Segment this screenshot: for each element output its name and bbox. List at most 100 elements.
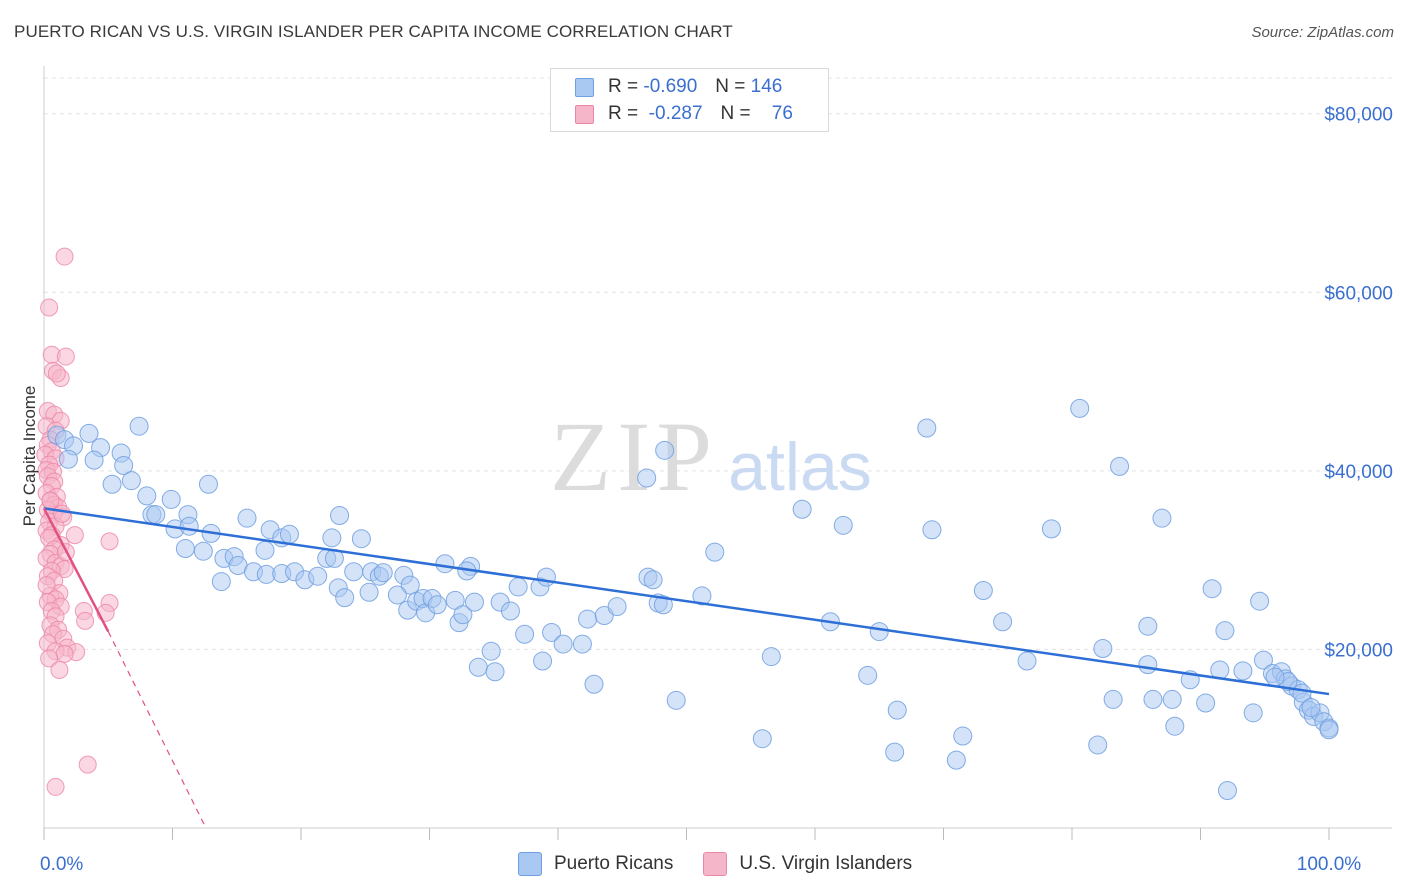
legend-n-value: 146 [750,76,783,97]
legend-n-value: 76 [771,103,793,124]
trend-line-puerto-ricans [43,507,1330,696]
y-tick-label: $20,000 [1324,640,1393,661]
data-point-puerto-ricans [607,597,627,617]
data-point-puerto-ricans [858,665,878,685]
legend-swatch-pink [575,104,594,124]
data-point-puerto-ricans [485,662,505,682]
x-tick-label: 0.0% [40,854,83,875]
data-point-puerto-ricans [400,575,420,595]
data-point-puerto-ricans [211,572,231,592]
data-point-us-virgin-islanders [56,347,75,366]
data-point-puerto-ricans [121,471,141,491]
legend-swatch-blue [518,852,542,876]
data-point-puerto-ricans [435,554,455,574]
data-point-puerto-ricans [1070,398,1090,418]
data-point-puerto-ricans [427,595,447,615]
data-point-puerto-ricans [887,700,907,720]
data-point-puerto-ricans [705,542,725,562]
data-point-puerto-ricans [655,440,675,460]
data-point-puerto-ricans [1253,650,1273,670]
y-tick-label: $80,000 [1324,105,1393,126]
data-point-puerto-ricans [508,577,528,597]
data-point-us-virgin-islanders [65,526,84,545]
data-point-puerto-ricans [833,515,853,535]
data-point-puerto-ricans [468,657,488,677]
axes [43,66,1392,840]
data-point-puerto-ricans [792,499,812,519]
data-point-puerto-ricans [1041,519,1061,539]
data-point-puerto-ricans [553,634,573,654]
data-point-puerto-ricans [1265,667,1285,687]
data-point-puerto-ricans [1250,591,1270,611]
data-point-puerto-ricans [330,506,350,525]
data-point-puerto-ricans [869,622,889,642]
tick-labels: $20,000 $40,000 $60,000 $80,000 0.0% 100.0% [40,105,1393,875]
series-legend: Puerto Ricans U.S. Virgin Islanders [518,852,942,876]
data-point-puerto-ricans [584,674,604,694]
data-point-puerto-ricans [237,508,257,528]
legend-item-puerto-ricans[interactable]: Puerto Ricans [518,852,673,876]
data-point-puerto-ricans [1217,781,1237,800]
data-point-puerto-ricans [1017,651,1037,671]
data-point-puerto-ricans [373,563,393,583]
data-point-puerto-ricans [359,582,379,602]
data-point-us-virgin-islanders [40,298,59,317]
legend-n-label: N = [715,76,746,97]
data-point-puerto-ricans [335,588,355,608]
data-point-puerto-ricans [917,418,937,438]
data-point-puerto-ricans [1165,716,1185,736]
data-point-puerto-ricans [129,416,149,436]
legend-label: U.S. Virgin Islanders [739,853,913,874]
legend-r-label: R = [608,76,639,97]
data-point-puerto-ricans [1103,689,1123,709]
data-point-puerto-ricans [161,489,181,509]
data-point-us-virgin-islanders [55,247,74,266]
data-point-puerto-ricans [322,528,342,548]
data-point-puerto-ricans [1243,703,1263,723]
data-point-puerto-ricans [1162,689,1182,709]
data-point-puerto-ricans [1110,456,1130,476]
data-point-puerto-ricans [533,651,553,671]
legend-row-puerto-ricans: R = -0.690 N = 146 [575,76,782,98]
data-point-puerto-ricans [1233,661,1253,681]
data-point-puerto-ricans [692,586,712,606]
data-point-puerto-ricans [1301,697,1321,717]
y-tick-label: $60,000 [1324,283,1393,304]
data-point-puerto-ricans [637,468,657,488]
data-point-puerto-ricans [578,609,598,629]
data-point-us-virgin-islanders [41,491,60,510]
data-point-puerto-ricans [175,539,195,559]
x-tick-label: 100.0% [1297,854,1362,875]
data-point-puerto-ricans [1138,616,1158,636]
legend-r-label: R = [608,103,639,124]
data-point-puerto-ricans [453,605,473,625]
data-point-puerto-ricans [542,622,562,642]
data-point-puerto-ricans [1088,735,1108,755]
data-point-us-virgin-islanders [47,364,66,383]
data-point-puerto-ricans [308,566,328,586]
data-point-puerto-ricans [179,516,199,536]
data-point-puerto-ricans [344,562,364,582]
data-point-us-virgin-islanders [46,777,65,796]
data-point-us-virgin-islanders [40,649,59,668]
chart-title: PUERTO RICAN VS U.S. VIRGIN ISLANDER PER… [14,22,733,41]
legend-r-value: -0.287 [648,103,703,124]
data-point-puerto-ricans [752,729,772,749]
data-point-puerto-ricans [922,520,942,540]
data-point-us-virgin-islanders [50,660,69,679]
data-point-puerto-ricans [464,592,484,612]
legend-item-us-virgin-islanders[interactable]: U.S. Virgin Islanders [703,852,912,876]
data-point-puerto-ricans [536,567,556,587]
data-point-puerto-ricans [1143,689,1163,709]
data-point-puerto-ricans [572,634,592,654]
data-point-puerto-ricans [643,570,663,590]
data-point-puerto-ricans [515,624,535,644]
data-point-puerto-ricans [387,585,407,605]
data-point-puerto-ricans [58,449,78,469]
data-point-us-virgin-islanders [78,755,97,774]
trend-lines [42,507,1330,829]
data-point-puerto-ricans [1202,579,1222,599]
data-point-puerto-ricans [193,541,213,561]
data-point-puerto-ricans [1215,621,1235,641]
data-point-puerto-ricans [102,474,122,494]
